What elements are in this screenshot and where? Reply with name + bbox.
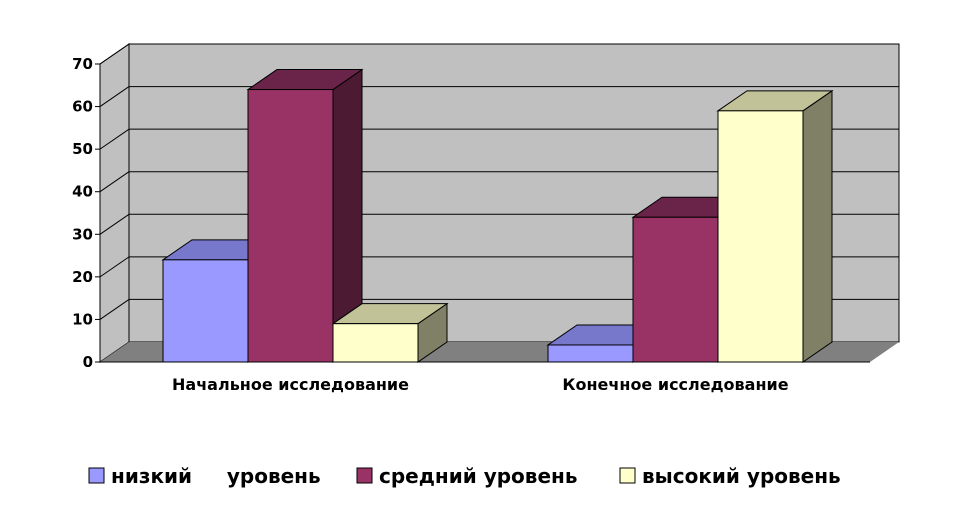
legend-swatch (356, 467, 373, 484)
gridline-side (99, 256, 130, 278)
y-tick-label: 50 (72, 140, 93, 158)
gridline-side (99, 299, 130, 320)
bars (161, 68, 834, 363)
bar (332, 323, 419, 363)
y-tick-label: 60 (72, 98, 93, 116)
legend-swatch (619, 467, 636, 484)
y-tick-label: 30 (72, 225, 93, 243)
y-tick-label: 0 (83, 353, 93, 371)
legend: низкий уровень средний уровень высокий уро… (88, 464, 841, 488)
bar (247, 89, 334, 363)
bar (632, 216, 719, 363)
gridline-side (99, 43, 130, 65)
side-wall (99, 43, 130, 363)
x-category-label: Начальное исследование (172, 375, 409, 394)
gridline-side (99, 213, 130, 235)
y-tick-label: 10 (72, 310, 93, 328)
y-tick-label: 40 (72, 183, 93, 201)
gridline-side (99, 128, 130, 150)
bar (717, 110, 804, 363)
x-category-label: Конечное исследование (562, 375, 788, 394)
bar (547, 344, 634, 363)
bar (162, 259, 249, 363)
y-tick-label: 20 (72, 268, 93, 286)
bar-side (802, 89, 833, 363)
legend-label: низкий уровень (111, 464, 321, 488)
y-tick-label: 70 (72, 55, 93, 73)
gridline-side (99, 171, 130, 193)
legend-label: высокий уровень (642, 464, 841, 488)
legend-label: средний уровень (379, 464, 577, 488)
tick-labels: 0 10 20 30 40 50 60 70 Начальное исследование Кон… (72, 55, 789, 394)
gridline-side (99, 86, 130, 107)
legend-swatch (88, 467, 105, 484)
